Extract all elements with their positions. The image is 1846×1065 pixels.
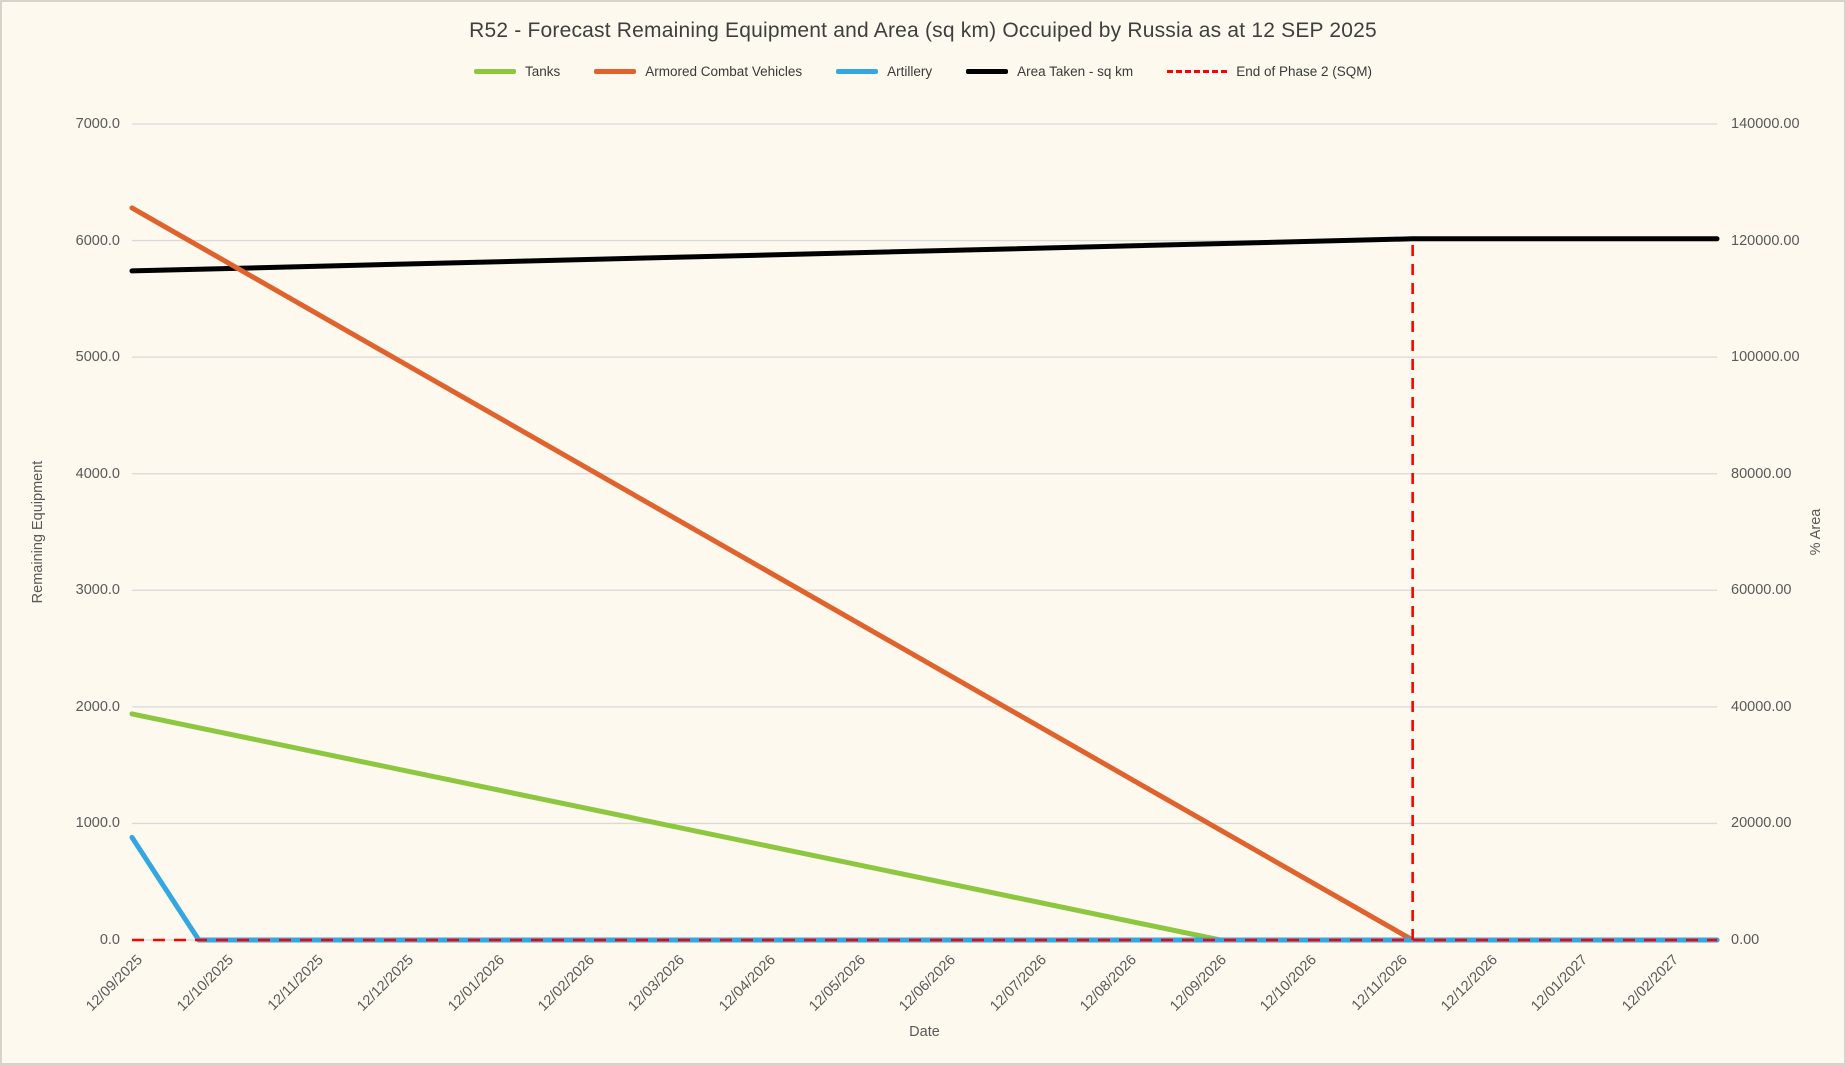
legend-swatch-icon: [594, 69, 637, 74]
right-axis-tick-label: 100000.00: [1731, 349, 1800, 366]
legend-item-armored-combat-vehicles: Armored Combat Vehicles: [594, 64, 802, 79]
legend-item-tanks: Tanks: [474, 64, 560, 79]
right-axis-title: % Area: [1808, 508, 1824, 556]
legend-swatch-icon: [474, 69, 516, 74]
legend-swatch-icon: [1167, 70, 1228, 73]
right-axis-tick-label: 120000.00: [1731, 232, 1800, 249]
legend-label: Armored Combat Vehicles: [645, 64, 803, 79]
legend-item-area-taken-sq-km: Area Taken - sq km: [966, 64, 1133, 79]
legend-item-end-of-phase-2-sqm: End of Phase 2 (SQM): [1167, 64, 1372, 79]
legend-label: Artillery: [887, 64, 933, 79]
chart-legend: Tanks Armored Combat Vehicles Artillery Are…: [2, 64, 1844, 79]
left-axis-tick-label: 1000.0: [75, 815, 120, 832]
legend-swatch-icon: [966, 69, 1009, 74]
right-axis-tick-label: 40000.00: [1731, 698, 1792, 715]
left-axis-title: Remaining Equipment: [30, 460, 46, 604]
legend-label: End of Phase 2 (SQM): [1236, 64, 1372, 79]
right-axis-tick-label: 0.00: [1731, 932, 1760, 948]
right-axis-tick-label: 80000.00: [1731, 465, 1792, 482]
series-line-area-taken-sq-km: [129, 236, 1720, 274]
left-axis-tick-label: 5000.0: [75, 349, 120, 366]
series-line-artillery: [129, 834, 1720, 943]
legend-label: Tanks: [525, 64, 561, 79]
right-axis-tick-label: 140000.00: [1731, 116, 1800, 132]
left-axis-tick-label: 6000.0: [75, 232, 120, 249]
x-axis-title: Date: [909, 1024, 940, 1040]
left-axis-tick-label: 4000.0: [75, 465, 120, 482]
left-axis-tick-label: 3000.0: [75, 582, 120, 599]
right-axis-tick-label: 60000.00: [1731, 582, 1792, 599]
legend-item-artillery: Artillery: [836, 64, 932, 79]
legend-swatch-icon: [836, 69, 879, 74]
left-axis-tick-label: 0.0: [99, 932, 120, 948]
chart-title: R52 - Forecast Remaining Equipment and A…: [469, 19, 1377, 42]
legend-label: Area Taken - sq km: [1017, 64, 1134, 79]
series-line-armored-combat-vehicles: [129, 205, 1720, 943]
left-axis-tick-label: 2000.0: [75, 698, 120, 715]
right-axis-tick-label: 20000.00: [1731, 815, 1792, 832]
series-line-tanks: [129, 711, 1720, 943]
left-axis-tick-label: 7000.0: [75, 116, 120, 132]
